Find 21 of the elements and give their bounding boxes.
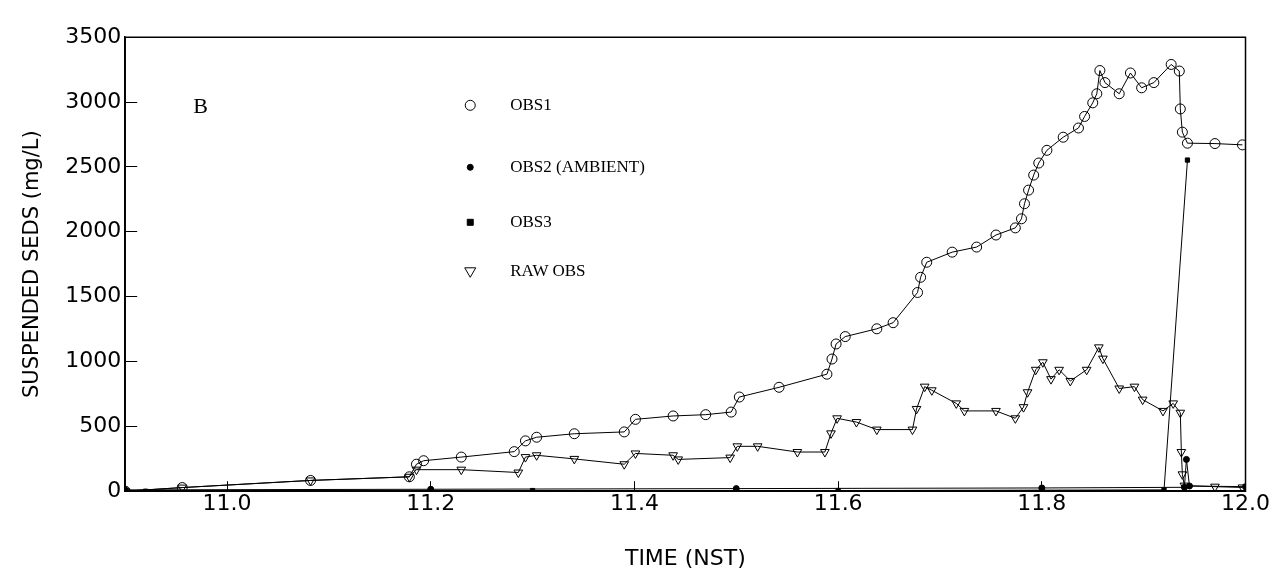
y-tick-label: 500: [79, 412, 122, 438]
x-tick-label: 11.8: [1017, 490, 1067, 516]
legend-label: OBS1: [510, 94, 552, 114]
y-tick-label: 3000: [65, 87, 122, 113]
x-tick-label: 11.6: [813, 490, 863, 516]
y-tick-label: 0: [107, 476, 122, 502]
y-tick-label: 3500: [65, 22, 122, 48]
legend-label: RAW OBS: [510, 260, 586, 280]
annotation: B: [193, 92, 208, 118]
legend-label: OBS3: [510, 211, 552, 231]
legend-label: OBS2 (AMBIENT): [510, 156, 645, 176]
x-tick-label: 11.0: [202, 490, 252, 516]
y-tick-label: 1500: [65, 282, 122, 308]
x-tick-label: 11.4: [609, 490, 659, 516]
y-tick-label: 2000: [65, 217, 122, 243]
x-axis-title: TIME (NST): [623, 544, 746, 570]
y-tick-label: 1000: [65, 347, 122, 373]
x-tick-label: 11.2: [406, 490, 456, 516]
y-tick-label: 2500: [65, 152, 122, 178]
x-tick-label: 12.0: [1221, 490, 1270, 516]
y-axis-title: SUSPENDED SEDS (mg/L): [19, 130, 44, 399]
